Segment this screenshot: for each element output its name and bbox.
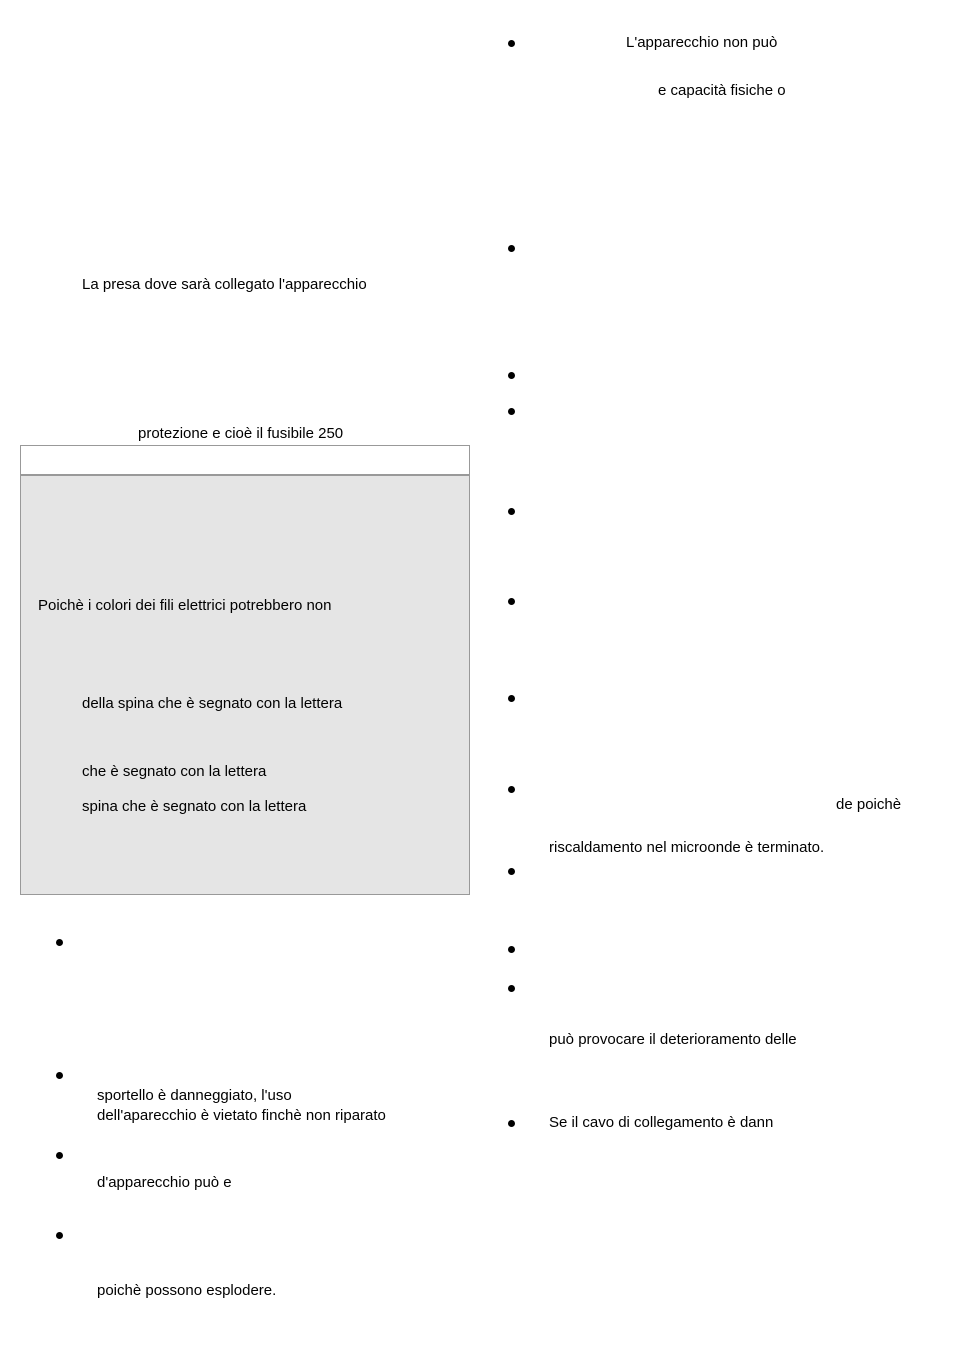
text-apparecchio: L'apparecchio non può (626, 34, 777, 51)
bullet-icon (508, 868, 515, 875)
grey-box (20, 475, 470, 895)
text-colori: Poichè i colori dei fili elettrici potre… (38, 597, 332, 614)
bullet-icon (56, 939, 63, 946)
text-riscaldamento: riscaldamento nel microonde è terminato. (549, 839, 824, 856)
text-che-segnato: che è segnato con la lettera (82, 763, 266, 780)
bullet-icon (508, 598, 515, 605)
bullet-icon (508, 408, 515, 415)
text-capacita: e capacità fisiche o (658, 82, 786, 99)
text-presa: La presa dove sarà collegato l'apparecch… (82, 276, 367, 293)
text-cavo: Se il cavo di collegamento è dann (549, 1114, 773, 1131)
text-apparecchio-puo: d'apparecchio può e (97, 1174, 232, 1191)
bullet-icon (508, 786, 515, 793)
bullet-icon (56, 1152, 63, 1159)
bullet-icon (56, 1232, 63, 1239)
bullet-icon (508, 695, 515, 702)
bullet-icon (508, 985, 515, 992)
text-protezione: protezione e cioè il fusibile 250 (138, 425, 343, 442)
text-aparecchio-vietato: dell'aparecchio è vietato finchè non rip… (97, 1107, 386, 1124)
bullet-icon (508, 40, 515, 47)
text-esplodere: poichè possono esplodere. (97, 1282, 276, 1299)
box-border (20, 445, 470, 475)
text-della-spina: della spina che è segnato con la lettera (82, 695, 342, 712)
bullet-icon (508, 1120, 515, 1127)
bullet-icon (56, 1072, 63, 1079)
text-spina-segnato: spina che è segnato con la lettera (82, 798, 306, 815)
bullet-icon (508, 245, 515, 252)
text-de-poiche: de poichè (836, 796, 901, 813)
bullet-icon (508, 946, 515, 953)
bullet-icon (508, 372, 515, 379)
text-puo-provocare: può provocare il deterioramento delle (549, 1031, 797, 1048)
text-sportello: sportello è danneggiato, l'uso (97, 1087, 292, 1104)
bullet-icon (508, 508, 515, 515)
